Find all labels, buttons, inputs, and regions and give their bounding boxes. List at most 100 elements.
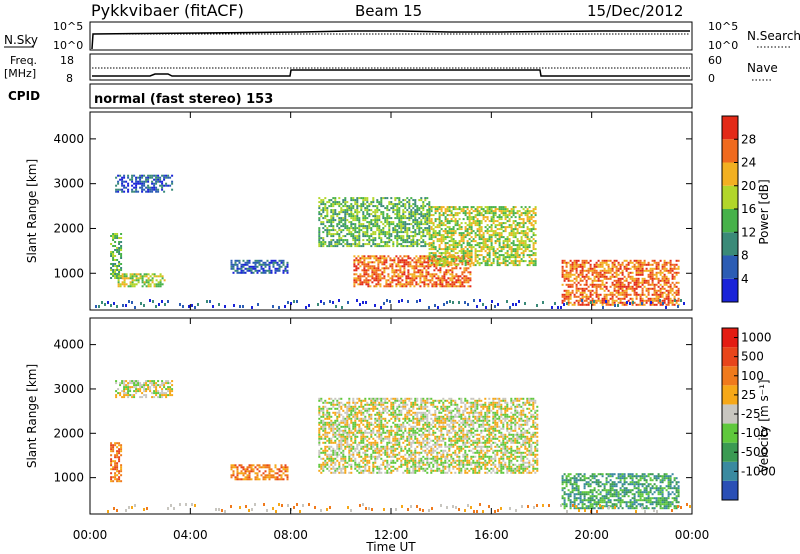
power-cell bbox=[669, 289, 672, 292]
power-cell bbox=[476, 218, 479, 221]
power-cell bbox=[605, 277, 608, 280]
power-cell bbox=[472, 240, 475, 243]
power-cell bbox=[149, 188, 152, 191]
power-cell bbox=[415, 271, 418, 274]
velocity-cell bbox=[256, 474, 259, 477]
power-cell bbox=[573, 301, 576, 304]
velocity-cell bbox=[324, 451, 327, 454]
power-cell bbox=[110, 263, 113, 265]
velocity-cell bbox=[322, 423, 325, 426]
velocity-cell bbox=[340, 447, 343, 450]
power-cell bbox=[131, 301, 133, 304]
power-cell bbox=[400, 229, 403, 232]
power-cell bbox=[392, 227, 395, 230]
power-cell bbox=[613, 283, 616, 286]
power-cell bbox=[514, 250, 517, 253]
velocity-cell bbox=[368, 455, 371, 458]
power-cell bbox=[615, 273, 618, 276]
power-cell bbox=[155, 178, 158, 181]
power-cell bbox=[396, 217, 399, 220]
power-cell bbox=[504, 240, 507, 243]
velocity-cell bbox=[366, 459, 369, 462]
power-cell bbox=[388, 231, 391, 234]
velocity-cell bbox=[246, 474, 249, 477]
power-cell bbox=[554, 302, 556, 305]
power-cell bbox=[332, 235, 335, 238]
power-cell bbox=[551, 306, 553, 309]
velocity-cell bbox=[320, 451, 323, 454]
power-cell bbox=[508, 244, 511, 247]
power-cell bbox=[457, 285, 460, 288]
power-cell bbox=[443, 275, 446, 278]
power-cell bbox=[392, 223, 395, 226]
velocity-cell bbox=[366, 453, 369, 456]
power-cell bbox=[415, 281, 418, 284]
power-cell bbox=[407, 273, 410, 276]
power-cell bbox=[330, 239, 333, 242]
power-cell bbox=[171, 174, 174, 177]
power-cell bbox=[506, 300, 508, 303]
power-cell bbox=[518, 248, 521, 251]
velocity-cell bbox=[340, 439, 343, 442]
power-cell bbox=[490, 244, 493, 247]
power-cell bbox=[155, 279, 158, 282]
velocity-cell bbox=[326, 407, 329, 410]
power-cell bbox=[565, 283, 568, 286]
power-cell bbox=[338, 201, 341, 204]
power-cell bbox=[380, 241, 383, 244]
power-cell bbox=[399, 269, 402, 272]
power-cell bbox=[328, 201, 331, 204]
power-cell bbox=[248, 259, 251, 262]
power-cell bbox=[532, 208, 535, 211]
power-cell bbox=[232, 267, 235, 270]
power-cell bbox=[446, 206, 449, 209]
power-cell bbox=[573, 295, 576, 298]
power-cell bbox=[141, 182, 144, 185]
power-cell bbox=[342, 241, 345, 244]
velocity-cell bbox=[328, 417, 331, 420]
power-cell bbox=[649, 271, 652, 274]
power-cell bbox=[262, 263, 265, 266]
power-cell bbox=[364, 243, 367, 246]
power-cell bbox=[399, 267, 402, 270]
power-cell bbox=[625, 295, 628, 298]
power-cell bbox=[354, 203, 357, 206]
power-cell bbox=[633, 281, 636, 284]
power-cell bbox=[131, 285, 134, 288]
velocity-cell bbox=[356, 463, 359, 466]
power-cell bbox=[470, 224, 473, 227]
power-cell bbox=[663, 269, 666, 272]
power-cell bbox=[266, 263, 269, 266]
power-cell bbox=[377, 257, 380, 260]
power-cell bbox=[117, 273, 120, 276]
velocity-cell bbox=[342, 435, 345, 438]
velocity-cell bbox=[118, 456, 121, 459]
power-cell bbox=[609, 277, 612, 280]
velocity-cell bbox=[336, 469, 339, 472]
power-cell bbox=[530, 218, 533, 221]
power-cell bbox=[402, 231, 405, 234]
power-cell bbox=[403, 273, 406, 276]
power-cell bbox=[123, 275, 126, 278]
power-cell bbox=[436, 238, 439, 241]
power-cell bbox=[452, 234, 455, 237]
power-cell bbox=[504, 230, 507, 233]
power-cell bbox=[274, 261, 277, 264]
power-cell bbox=[627, 281, 630, 284]
velocity-cell bbox=[115, 394, 118, 397]
power-cell bbox=[340, 211, 343, 214]
power-cell bbox=[476, 230, 479, 233]
power-cell bbox=[448, 226, 451, 229]
power-cell bbox=[607, 293, 610, 296]
power-cell bbox=[159, 176, 162, 179]
power-cell bbox=[593, 285, 596, 288]
power-cell bbox=[673, 265, 676, 268]
velocity-cell bbox=[284, 474, 287, 477]
velocity-cell bbox=[252, 468, 255, 471]
power-cell bbox=[478, 234, 481, 237]
velocity-cell bbox=[338, 397, 341, 400]
power-cell bbox=[480, 230, 483, 233]
power-cell bbox=[474, 216, 477, 219]
velocity-cell bbox=[348, 457, 351, 460]
power-cell bbox=[125, 283, 128, 286]
